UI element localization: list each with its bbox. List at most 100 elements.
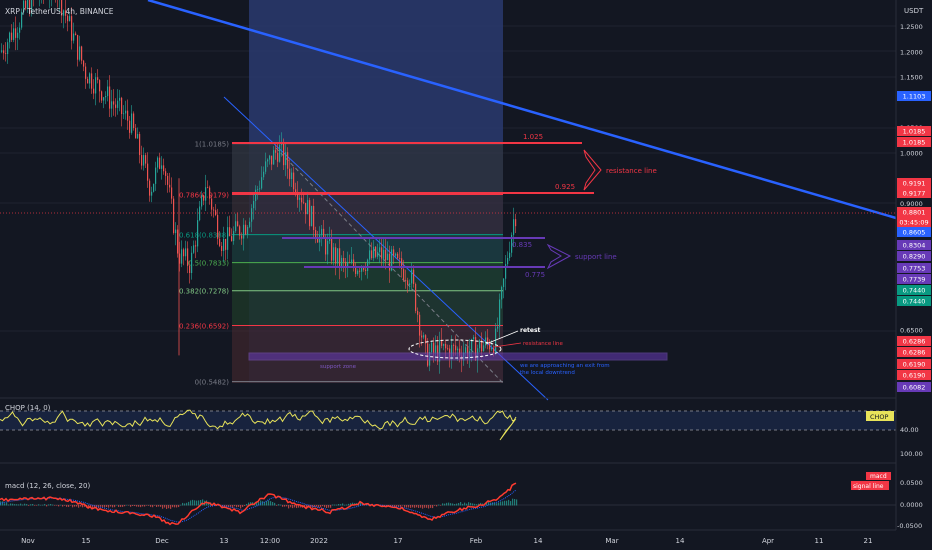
time-label: 11 xyxy=(815,537,824,545)
price-tag-bg xyxy=(897,178,931,188)
macd-bar xyxy=(24,503,26,506)
candle-body xyxy=(401,258,403,270)
macd-bar xyxy=(270,501,272,506)
long-downtrend-line[interactable] xyxy=(147,0,897,220)
macd-bar xyxy=(294,505,296,508)
candle-body xyxy=(237,221,239,227)
candle-body xyxy=(239,226,241,236)
candle-body xyxy=(325,238,327,255)
fib-label: 0.5(0.7833) xyxy=(188,260,229,268)
macd-bar xyxy=(284,505,286,507)
candle-body xyxy=(471,339,473,352)
macd-bar xyxy=(38,504,40,506)
candle-body xyxy=(277,152,279,162)
candle-body xyxy=(423,335,425,338)
candle-body xyxy=(371,250,373,259)
macd-bar xyxy=(158,505,160,507)
macd-bar xyxy=(512,498,514,506)
fib-label: 0.382(0.7278) xyxy=(179,288,229,296)
macd-bar xyxy=(138,505,140,507)
macd-bar xyxy=(420,505,422,508)
macd-bar xyxy=(446,502,448,506)
macd-bar xyxy=(258,501,260,506)
candle-body xyxy=(305,202,307,215)
retest-ellipse[interactable] xyxy=(408,339,502,359)
fib-label: 1(1.0185) xyxy=(195,141,230,149)
macd-bar xyxy=(166,505,168,510)
candle-body xyxy=(511,234,513,253)
candle-body xyxy=(205,187,207,201)
candle-body xyxy=(213,209,215,211)
macd-bar xyxy=(200,499,202,506)
macd-bar xyxy=(286,505,288,507)
price-tag: 0.6082 xyxy=(903,384,926,392)
macd-bar xyxy=(68,505,70,507)
price-axis-tags: 1.1103 1.0185 1.0185 0.9191 0.9177 0.8801 03:4… xyxy=(897,91,931,392)
macd-bar xyxy=(132,505,134,506)
candle-body xyxy=(173,198,175,234)
candle-body xyxy=(181,249,183,264)
macd-bar xyxy=(298,505,300,508)
price-tag-bg xyxy=(897,347,931,357)
time-label: 17 xyxy=(394,537,403,545)
candle-body xyxy=(509,252,511,258)
macd-bar xyxy=(20,503,22,506)
candle-body xyxy=(197,220,199,247)
macd-tick-0: 0.0000 xyxy=(900,501,923,509)
time-zone-highlight xyxy=(249,0,503,143)
candle-body xyxy=(241,235,243,239)
macd-bar xyxy=(418,505,420,508)
candle-body xyxy=(513,219,515,235)
macd-bar xyxy=(468,502,470,506)
macd-bar xyxy=(164,505,166,508)
candle-body xyxy=(187,248,189,266)
candle-body xyxy=(439,339,441,362)
candle-body xyxy=(505,264,507,279)
macd-bar xyxy=(416,505,418,508)
candle-body xyxy=(191,252,193,273)
fib-label: 0.236(0.6592) xyxy=(179,322,229,330)
candle-body xyxy=(67,15,69,22)
candle-body xyxy=(273,150,275,165)
macd-bar xyxy=(192,499,194,506)
macd-bar xyxy=(266,500,268,506)
candle-body xyxy=(165,171,167,176)
macd-bar xyxy=(508,499,510,506)
fib-label: 0(0.5482) xyxy=(195,379,230,387)
candle-body xyxy=(441,339,443,346)
chart-title: XRP / TetherUS, 4h, BINANCE xyxy=(5,7,114,16)
macd-bar xyxy=(444,503,446,506)
price-tag-bg xyxy=(897,274,931,284)
macd-bar xyxy=(174,505,176,508)
macd-bar xyxy=(440,505,442,506)
macd-bar xyxy=(248,502,250,506)
time-label: Dec xyxy=(155,537,169,545)
price-tag: 03:45:09 xyxy=(899,219,928,227)
candle-body xyxy=(221,245,223,251)
macd-bar xyxy=(340,504,342,506)
macd-bar xyxy=(136,505,138,507)
candle-body xyxy=(355,266,357,274)
candle-body xyxy=(399,258,401,259)
macd-bar xyxy=(400,505,402,507)
macd-bar xyxy=(274,502,276,506)
candle-body xyxy=(349,262,351,263)
macd-bar xyxy=(504,500,506,506)
macd-bar xyxy=(10,503,12,506)
macd-bar xyxy=(140,505,142,508)
candle-body xyxy=(203,195,205,201)
candle-body xyxy=(257,189,259,190)
candle-body xyxy=(177,229,179,254)
support-zone-box[interactable] xyxy=(248,352,668,361)
candle-body xyxy=(289,168,291,180)
candle-body xyxy=(77,35,79,60)
macd-bar xyxy=(52,504,54,506)
candle-body xyxy=(465,347,467,353)
res-top-label: 1.025 xyxy=(523,133,543,141)
time-axis-labels[interactable]: Nov 15 Dec 13 12:00 2022 17 Feb 14 Mar 14 Apr 11 21 xyxy=(21,537,872,545)
candle-body xyxy=(391,249,393,271)
candle-body xyxy=(63,10,65,16)
macd-bar xyxy=(410,505,412,508)
macd-bar xyxy=(332,504,334,506)
candle-body xyxy=(367,259,369,271)
